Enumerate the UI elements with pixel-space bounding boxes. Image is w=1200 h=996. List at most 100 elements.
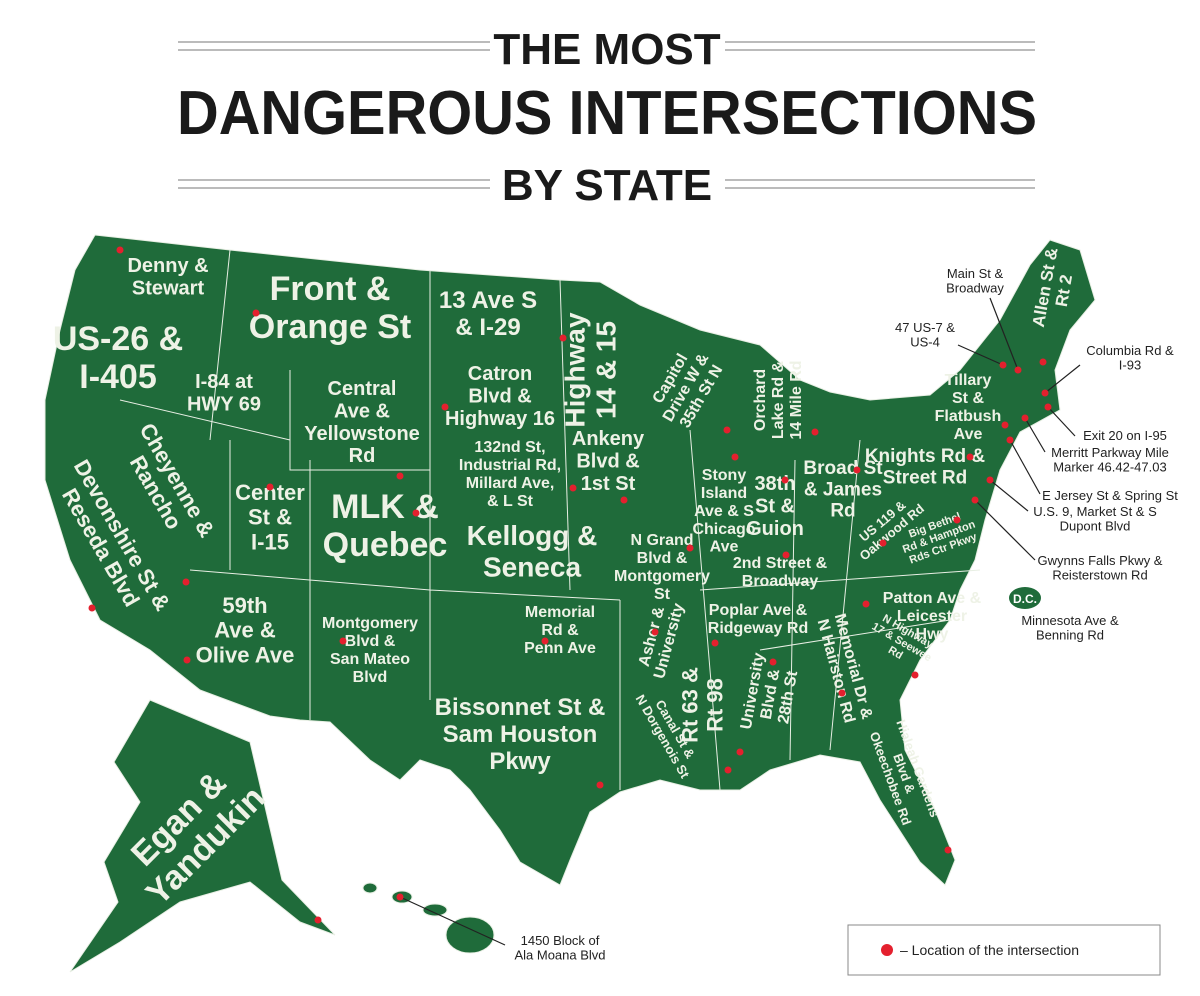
label-line: Flatbush [935,408,1002,425]
label-line: Rd & [541,622,579,639]
intersection-dot [1039,358,1047,366]
label-line: Chicago [692,521,755,538]
intersection-dot [1001,421,1009,429]
intersection-dot [339,637,347,645]
intersection-label: Knights Rd & Street Rd [865,446,986,488]
label-line: Montgomery [614,568,710,585]
label-line: 47 US-7 & [895,320,955,335]
label-line: E Jersey St & Spring St [1042,488,1178,503]
label-line: Orange St [249,308,411,346]
intersection-label: Memorial Rd & Penn Ave [524,604,596,657]
intersection-dot [266,483,274,491]
label-line: 14 & 15 [591,321,622,419]
intersection-dot [736,748,744,756]
label-line: Ave & S [694,503,754,520]
leader-line [1009,439,1041,495]
intersection-dot [252,309,260,317]
legend-text: – Location of the intersection [900,942,1079,958]
intersection-label: MLK & Quebec [323,488,448,564]
label-line: Yellowstone [304,423,420,445]
label-line: 132nd St, [474,439,545,456]
label-line: Street Rd [883,467,967,488]
title-line: BY STATE [502,161,712,210]
label-line: I-84 at [195,371,253,393]
intersection-label: US-26 & I-405 [53,320,183,396]
label-line: Minnesota Ave & [1021,613,1119,628]
label-line: Exit 20 on I-95 [1083,428,1167,443]
leader-line [974,499,1036,561]
label-line: Industrial Rd, [459,457,561,474]
label-line: Dupont Blvd [1060,519,1131,534]
label-line: Merritt Parkway Mile [1051,445,1169,460]
intersection-dot [559,334,567,342]
intersection-label: Columbia Rd & I-93 [1086,343,1174,373]
hawaii-island [422,903,448,917]
intersection-label: 13 Ave S & I-29 [439,287,537,341]
intersection-label: Tillary St & Flatbush Ave [935,372,1002,443]
label-line: 38th [754,473,795,495]
intersection-dot [1041,389,1049,397]
label-line: Orchard [752,369,769,431]
label-line: Tillary [945,372,992,389]
label-line: Ave [710,539,739,556]
leader-line [1047,406,1076,437]
label-line: San Mateo [330,651,410,668]
label-line: Stewart [132,277,205,299]
state-borders [119,249,981,791]
intersection-label: Stony Island Ave & S Chicago Ave [692,467,755,556]
intersection-dot [686,544,694,552]
label-line: Broad St [803,458,883,479]
intersection-dot [711,639,719,647]
label-line: St & [952,390,984,407]
intersection-label: Main St & Broadway [946,266,1004,296]
label-line: St [654,586,671,603]
label-line: Blvd & [345,633,396,650]
intersection-dot [1014,366,1022,374]
label-line: Memorial [525,604,595,621]
intersection-label: Poplar Ave & Ridgeway Rd [708,602,808,637]
label-line: Seneca [483,551,581,582]
label-line: Denny & [127,255,208,277]
label-line: Ave & [334,400,390,422]
title-line: DANGEROUS INTERSECTIONS [177,79,1037,148]
legend-dot [881,944,893,956]
title-line: THE MOST [493,25,720,74]
label-line: & L St [487,493,534,510]
label-line: Rd [830,501,855,522]
label-line: 1450 Block of [521,933,600,948]
border [119,249,981,791]
leader-line [1044,364,1081,394]
label-line: Rd [349,445,376,467]
intersection-dot [731,453,739,461]
label-line: Stony [702,467,747,484]
label-line: Reisterstown Rd [1052,568,1147,583]
intersection-dot [862,600,870,608]
label-line: 1st St [581,473,636,495]
intersection-dot [723,426,731,434]
intersection-label: Ankeny Blvd & 1st St [572,428,645,495]
intersection-dot [88,604,96,612]
label-line: Sam Houston [443,721,598,748]
label-line: 13 Ave S [439,287,537,314]
intersection-dot [966,453,974,461]
intersection-dot [811,428,819,436]
intersection-dot [182,578,190,586]
label-line: St & [248,505,292,530]
intersection-dot [1044,403,1052,411]
label-line: Main St & [947,266,1004,281]
intersection-dot [971,496,979,504]
intersection-dot [953,516,961,524]
label-line: Quebec [323,526,448,564]
leader-line [989,479,1029,512]
label-line: Lake Rd & [770,360,787,439]
intersection-dot [1021,414,1029,422]
intersection-label: Patton Ave & Leicester Hwy [883,590,982,643]
label-line: St & [755,495,795,517]
intersection-label: I-84 at HWY 69 [187,371,261,415]
label-line: Ankeny [572,428,645,450]
hawaii-island [362,882,378,894]
intersection-dot [724,766,732,774]
intersection-dot [782,551,790,559]
intersection-dot [412,509,420,517]
intersection-label: Merritt Parkway Mile Marker 46.42-47.03 [1051,445,1169,475]
